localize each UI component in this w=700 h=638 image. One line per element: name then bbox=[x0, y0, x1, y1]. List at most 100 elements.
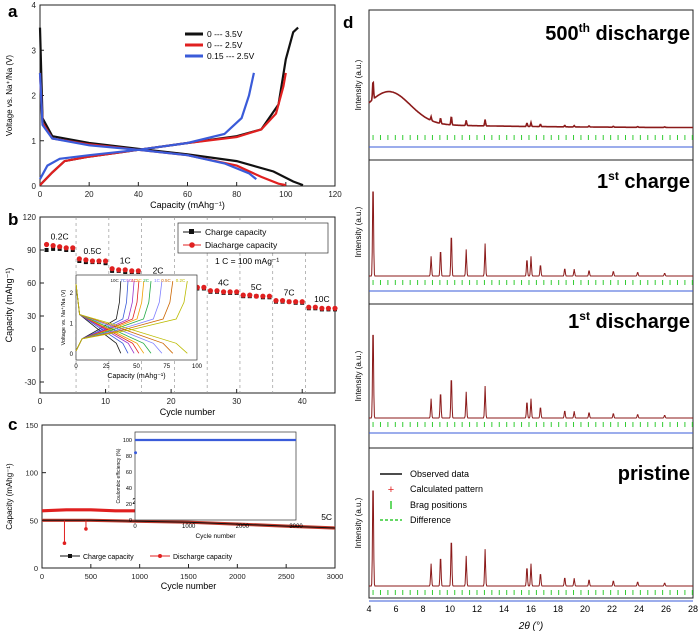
b-discharge-point bbox=[50, 243, 56, 249]
b-discharge-point bbox=[293, 299, 299, 305]
d-x-tick-label: 12 bbox=[472, 604, 482, 614]
b-inset-discharge-curve bbox=[75, 284, 188, 354]
b-rate-label: 4C bbox=[218, 278, 229, 288]
b-inset-curve-label: 10C bbox=[111, 278, 120, 283]
b-discharge-point bbox=[234, 289, 240, 295]
b-inset-charge-curve bbox=[75, 281, 188, 352]
c-x-tick-label: 500 bbox=[85, 572, 98, 581]
a-curve bbox=[39, 72, 287, 186]
b-discharge-point bbox=[96, 258, 102, 264]
a-y-tick-label: 4 bbox=[32, 1, 37, 10]
c-inset-y-tick-label: 80 bbox=[126, 454, 132, 460]
b-inset-frame bbox=[75, 274, 198, 361]
a-curve bbox=[38, 72, 257, 181]
b-inset-x-tick-label: 75 bbox=[163, 364, 170, 370]
a-curve bbox=[39, 26, 299, 186]
panel-label-d: d bbox=[343, 13, 353, 32]
d-x-tick-label: 28 bbox=[688, 604, 698, 614]
c-charge-5c-core bbox=[42, 519, 336, 529]
a-y-tick-label: 1 bbox=[32, 137, 37, 146]
xrd-title-1st-charge: 1st charge bbox=[597, 169, 690, 193]
d-x-tick-label: 16 bbox=[526, 604, 536, 614]
b-inset-curve-label: 3C bbox=[136, 278, 143, 283]
b-y-tick-label: 90 bbox=[27, 246, 36, 255]
b-discharge-point bbox=[57, 244, 63, 250]
b-x-axis-label: Cycle number bbox=[160, 407, 216, 417]
b-inset-x-tick-label: 50 bbox=[133, 364, 140, 370]
b-x-tick-label: 0 bbox=[38, 397, 43, 406]
b-inset-y-tick-label: 0 bbox=[70, 352, 74, 358]
b-inset-curve-label: 0.2C bbox=[176, 278, 186, 283]
d-legend-label: Difference bbox=[410, 515, 451, 525]
panel-label-b: b bbox=[8, 210, 18, 229]
b-discharge-point bbox=[220, 289, 227, 295]
c-y-tick-label: 50 bbox=[30, 516, 38, 525]
b-inset-curve-label: 7C bbox=[120, 278, 127, 283]
b-inset-x-tick-label: 100 bbox=[192, 364, 203, 370]
c-discharge-2c-line bbox=[41, 508, 140, 513]
b-discharge-point bbox=[306, 304, 312, 310]
b-discharge-point bbox=[129, 268, 135, 274]
c-x-tick-label: 3000 bbox=[327, 572, 344, 581]
a-x-axis-label: Capacity (mAhg⁻¹) bbox=[150, 200, 225, 210]
c-x-axis-label: Cycle number bbox=[161, 581, 217, 591]
xrd-title-1st-discharge: 1st discharge bbox=[568, 309, 690, 333]
b-discharge-point bbox=[43, 241, 50, 248]
d-x-tick-label: 20 bbox=[580, 604, 590, 614]
b-y-tick-label: 120 bbox=[23, 213, 37, 222]
b-rate-note: 1 C = 100 mAg⁻¹ bbox=[215, 256, 279, 266]
d-x-tick-label: 8 bbox=[420, 604, 425, 614]
b-plot-frame bbox=[39, 216, 336, 394]
b-discharge-point bbox=[325, 305, 332, 311]
d-y-axis-label: Intensity (a.u.) bbox=[354, 497, 363, 548]
c-x-tick-label: 2000 bbox=[229, 572, 246, 581]
c-inset-y-tick-label: 40 bbox=[126, 486, 132, 492]
b-charge-point bbox=[44, 248, 49, 252]
c-inset-y-tick-label: 60 bbox=[126, 470, 132, 476]
c-inset-y-tick-label: 100 bbox=[123, 438, 132, 444]
d-legend-calculated-swatch: + bbox=[388, 484, 394, 496]
b-discharge-point bbox=[279, 298, 286, 304]
d-calculated-pattern bbox=[369, 334, 693, 419]
b-discharge-point bbox=[299, 299, 305, 305]
b-rate-label: 7C bbox=[284, 288, 295, 298]
b-rate-label: 5C bbox=[251, 282, 262, 292]
c-inset-y-label: Coulombic efficiency (%) bbox=[116, 448, 122, 503]
d-legend-label: Brag positions bbox=[410, 500, 468, 510]
b-discharge-point bbox=[63, 245, 69, 251]
c-outlier-point bbox=[62, 541, 67, 546]
b-discharge-point bbox=[273, 298, 279, 304]
a-x-tick-label: 0 bbox=[38, 190, 43, 199]
d-y-axis-label: Intensity (a.u.) bbox=[354, 59, 363, 110]
b-y-tick-label: -30 bbox=[24, 378, 36, 387]
b-inset-x-tick-label: 25 bbox=[103, 364, 110, 370]
c-label-5c: 5C bbox=[321, 512, 332, 522]
b-y-tick-label: 0 bbox=[32, 345, 37, 354]
c-inset-y-tick-label: 20 bbox=[126, 502, 132, 508]
c-x-tick-label: 2500 bbox=[278, 572, 295, 581]
b-discharge-point bbox=[201, 284, 207, 290]
b-inset-curve-label: 2C bbox=[143, 278, 150, 283]
c-legend-marker-charge bbox=[68, 554, 72, 558]
a-legend-label: 0 --- 3.5V bbox=[207, 29, 243, 39]
b-legend-label-charge: Charge capacity bbox=[205, 227, 267, 237]
a-plot-frame bbox=[39, 4, 336, 187]
a-x-tick-label: 40 bbox=[134, 190, 143, 199]
b-discharge-point bbox=[116, 267, 122, 273]
panel-a: 0 20 40 60 80 100 120 0 1 2 3 4 Capacity (mAhg⁻¹) Vol… bbox=[5, 1, 342, 210]
d-y-axis-label: Intensity (a.u.) bbox=[354, 206, 363, 257]
b-x-tick-label: 20 bbox=[167, 397, 176, 406]
b-rate-label: 2C bbox=[153, 266, 164, 276]
c-inset-x-tick-label: 0 bbox=[133, 524, 137, 530]
a-x-tick-label: 100 bbox=[279, 190, 293, 199]
a-y-tick-label: 3 bbox=[32, 46, 37, 55]
b-rate-label: 0.2C bbox=[51, 232, 69, 242]
b-inset-x-label: Capacity (mAhg⁻¹) bbox=[107, 373, 165, 380]
b-y-tick-label: 60 bbox=[27, 279, 36, 288]
a-legend-label: 0 --- 2.5V bbox=[207, 40, 243, 50]
b-charge-point bbox=[51, 246, 56, 251]
d-x-tick-label: 4 bbox=[366, 604, 371, 614]
